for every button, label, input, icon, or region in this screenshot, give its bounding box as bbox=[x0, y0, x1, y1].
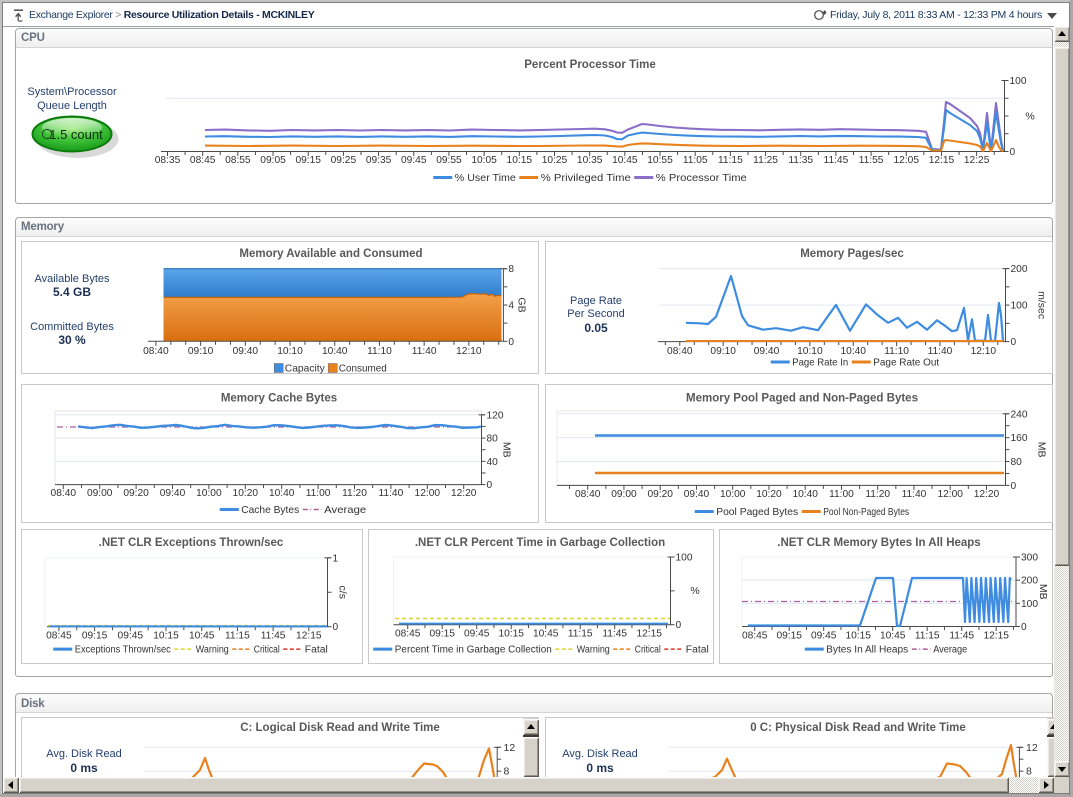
svg-text:1.5 count: 1.5 count bbox=[49, 127, 103, 142]
